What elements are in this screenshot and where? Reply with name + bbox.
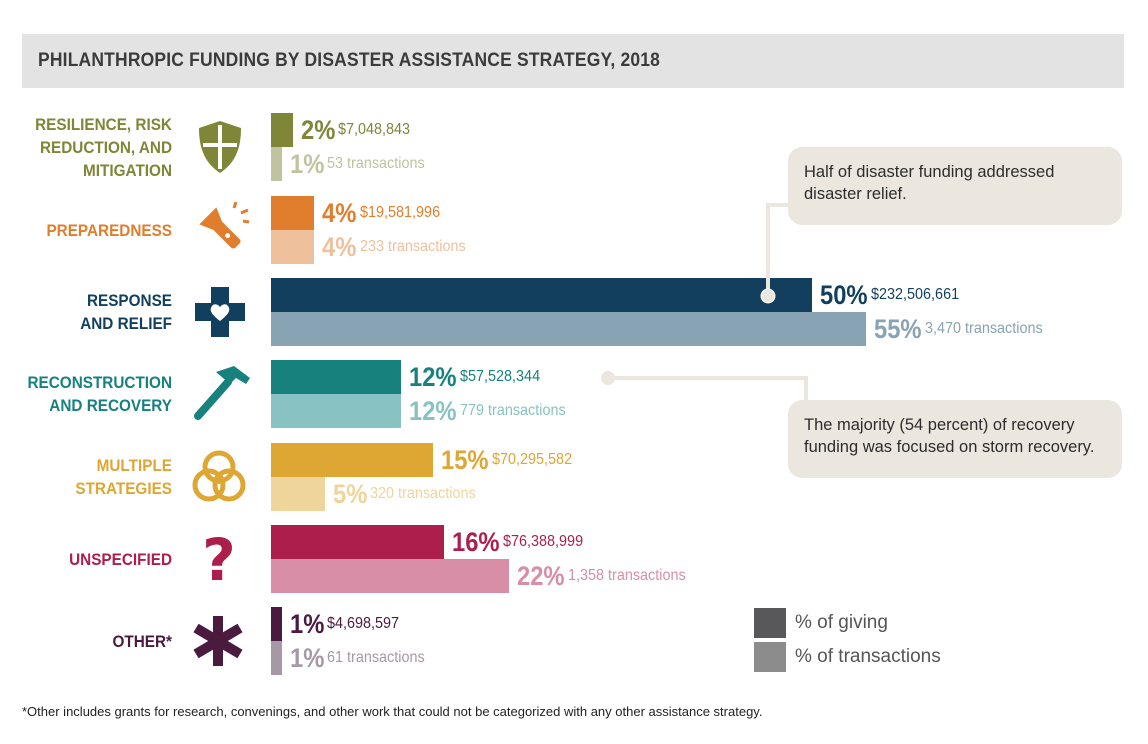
hammer-icon	[190, 364, 254, 429]
transactions-percent-label: 4%	[322, 232, 357, 262]
callout-recovery: The majority (54 percent) of recovery fu…	[788, 400, 1122, 478]
transactions-bar	[271, 394, 401, 428]
legend-swatch-transactions	[754, 642, 786, 672]
giving-percent-label: 1%	[289, 609, 325, 639]
category-label: RECONSTRUCTION AND RECOVERY	[27, 373, 173, 415]
transactions-count-label: 1,358 transactions	[567, 567, 686, 584]
category-label: PREPAREDNESS	[46, 220, 172, 240]
category-label: RESILIENCE, RISK REDUCTION, AND MITIGATI…	[35, 114, 172, 180]
title-bar: PHILANTHROPIC FUNDING BY DISASTER ASSIST…	[22, 34, 1124, 88]
giving-percent-label: 4%	[322, 198, 357, 228]
giving-bar	[271, 443, 434, 477]
giving-amount-label: $19,581,996	[359, 204, 440, 221]
transactions-percent-label: 1%	[289, 149, 325, 179]
giving-percent-label: 16%	[452, 527, 500, 557]
category-label: UNSPECIFIED	[69, 549, 172, 569]
flashlight-icon	[194, 201, 250, 263]
giving-bar	[271, 196, 315, 230]
legend-label-transactions: % of transactions	[795, 646, 941, 667]
giving-percent-label: 50%	[819, 280, 868, 310]
transactions-bar	[271, 477, 326, 511]
giving-amount-label: $4,698,597	[327, 615, 400, 632]
giving-amount-label: $76,388,999	[503, 533, 584, 550]
transactions-percent-label: 12%	[408, 396, 457, 426]
giving-percent-label: 12%	[408, 362, 457, 392]
transactions-bar	[271, 312, 866, 346]
question-mark-icon: ?	[197, 526, 241, 594]
transactions-bar	[271, 147, 282, 181]
giving-amount-label: $70,295,582	[492, 451, 573, 468]
giving-amount-label: $57,528,344	[459, 368, 540, 385]
transactions-percent-label: 55%	[874, 314, 922, 344]
transactions-bar	[271, 641, 282, 675]
footnote: *Other includes grants for research, con…	[22, 704, 763, 719]
transactions-count-label: 53 transactions	[327, 155, 425, 172]
transactions-percent-label: 22%	[517, 561, 565, 591]
transactions-count-label: 320 transactions	[370, 485, 477, 502]
legend-swatch-giving	[754, 608, 786, 638]
callout-relief: Half of disaster funding addressed disas…	[788, 147, 1122, 225]
giving-bar	[271, 113, 293, 147]
transactions-count-label: 233 transactions	[359, 238, 466, 255]
svg-text:?: ?	[202, 530, 236, 588]
giving-bar	[271, 278, 812, 312]
giving-bar	[271, 360, 401, 394]
giving-bar	[271, 525, 445, 559]
giving-percent-label: 15%	[441, 445, 489, 475]
transactions-percent-label: 1%	[289, 643, 325, 673]
venn-circles-icon	[190, 449, 248, 510]
medical-cross-heart-icon	[193, 285, 247, 344]
category-label: OTHER*	[112, 631, 172, 651]
shield-icon	[195, 119, 245, 180]
transactions-count-label: 3,470 transactions	[924, 320, 1043, 337]
transactions-count-label: 779 transactions	[459, 402, 566, 419]
giving-amount-label: $7,048,843	[337, 121, 410, 138]
category-label: RESPONSE AND RELIEF	[80, 291, 172, 333]
legend-label-giving: % of giving	[795, 612, 888, 633]
asterisk-icon	[191, 614, 245, 673]
transactions-bar	[271, 559, 509, 593]
giving-amount-label: $232,506,661	[870, 286, 959, 303]
transactions-percent-label: 5%	[333, 479, 368, 509]
giving-bar	[271, 607, 282, 641]
transactions-bar	[271, 230, 315, 264]
category-label: MULTIPLE STRATEGIES	[75, 456, 172, 498]
chart-title: PHILANTHROPIC FUNDING BY DISASTER ASSIST…	[38, 50, 661, 71]
giving-percent-label: 2%	[300, 115, 335, 145]
transactions-count-label: 61 transactions	[327, 649, 425, 666]
